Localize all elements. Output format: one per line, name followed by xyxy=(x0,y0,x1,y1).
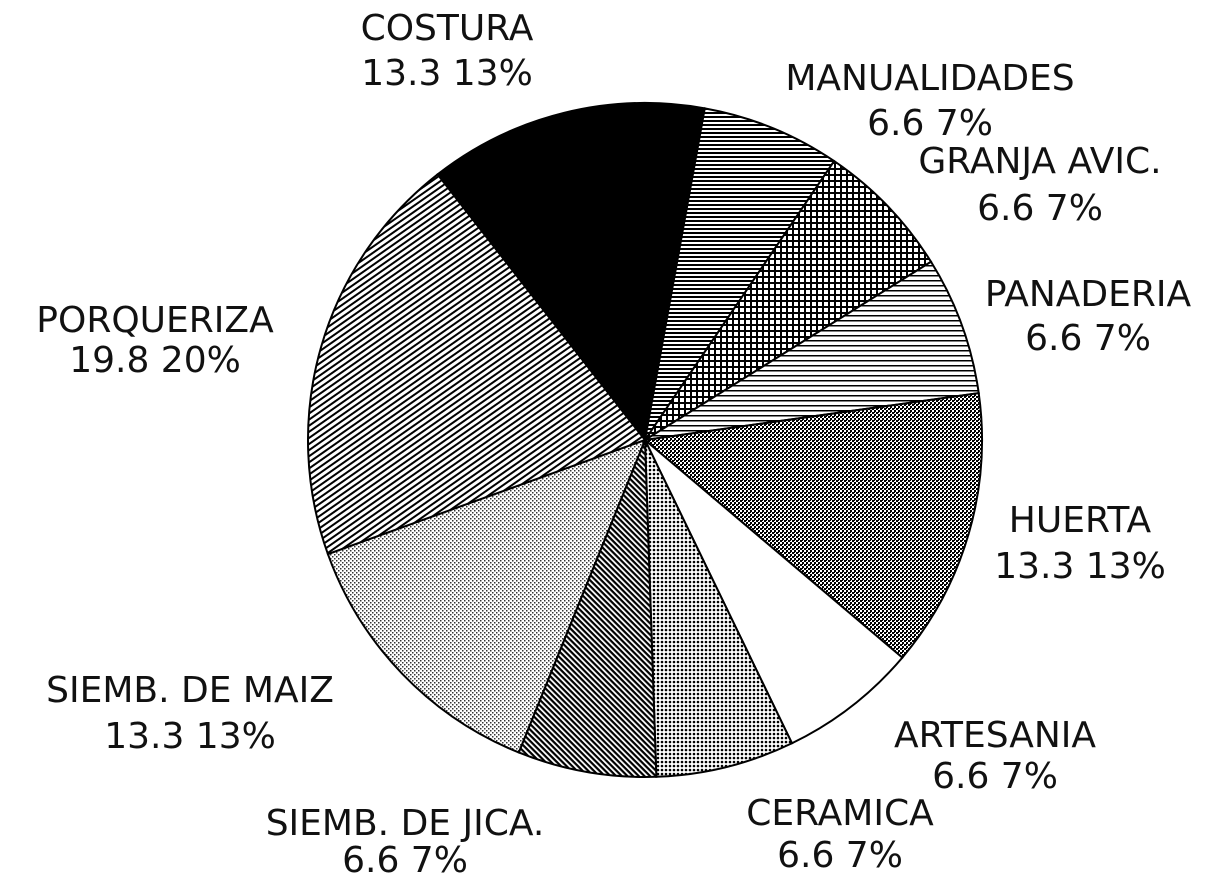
slice-label: MANUALIDADES xyxy=(785,58,1074,99)
pie-slice xyxy=(642,391,983,660)
slice-label: SIEMB. DE MAIZ xyxy=(46,670,334,711)
slice-label: COSTURA xyxy=(361,8,534,49)
pie-slice xyxy=(436,102,706,443)
slice-value-label: 13.3 13% xyxy=(994,546,1166,587)
pie-slice xyxy=(517,439,658,778)
slice-value-label: 6.6 7% xyxy=(777,835,903,876)
pie-slice xyxy=(307,173,647,556)
slice-value-label: 6.6 7% xyxy=(1025,318,1151,359)
pie-slice xyxy=(644,159,933,441)
slice-label: CERAMICA xyxy=(746,793,934,834)
pie-slice xyxy=(644,260,980,441)
slice-label: GRANJA AVIC. xyxy=(918,141,1161,182)
pie-slice xyxy=(644,107,836,441)
slice-value-label: 6.6 7% xyxy=(977,188,1103,229)
pie-slice xyxy=(644,439,794,778)
slice-value-label: 6.6 7% xyxy=(342,840,468,880)
slice-value-label: 6.6 7% xyxy=(867,103,993,144)
slice-label: SIEMB. DE JICA. xyxy=(266,803,545,844)
slice-value-label: 13.3 13% xyxy=(361,53,533,94)
slice-label: PANADERIA xyxy=(985,274,1192,315)
slice-value-label: 13.3 13% xyxy=(104,716,276,757)
pie-slice xyxy=(326,438,647,754)
slice-value-label: 19.8 20% xyxy=(69,340,241,381)
slice-label: ARTESANIA xyxy=(894,715,1096,756)
pie-slice xyxy=(644,439,904,745)
slice-label: PORQUERIZA xyxy=(36,300,274,341)
slice-label: HUERTA xyxy=(1009,500,1152,541)
slice-value-label: 6.6 7% xyxy=(932,756,1058,797)
